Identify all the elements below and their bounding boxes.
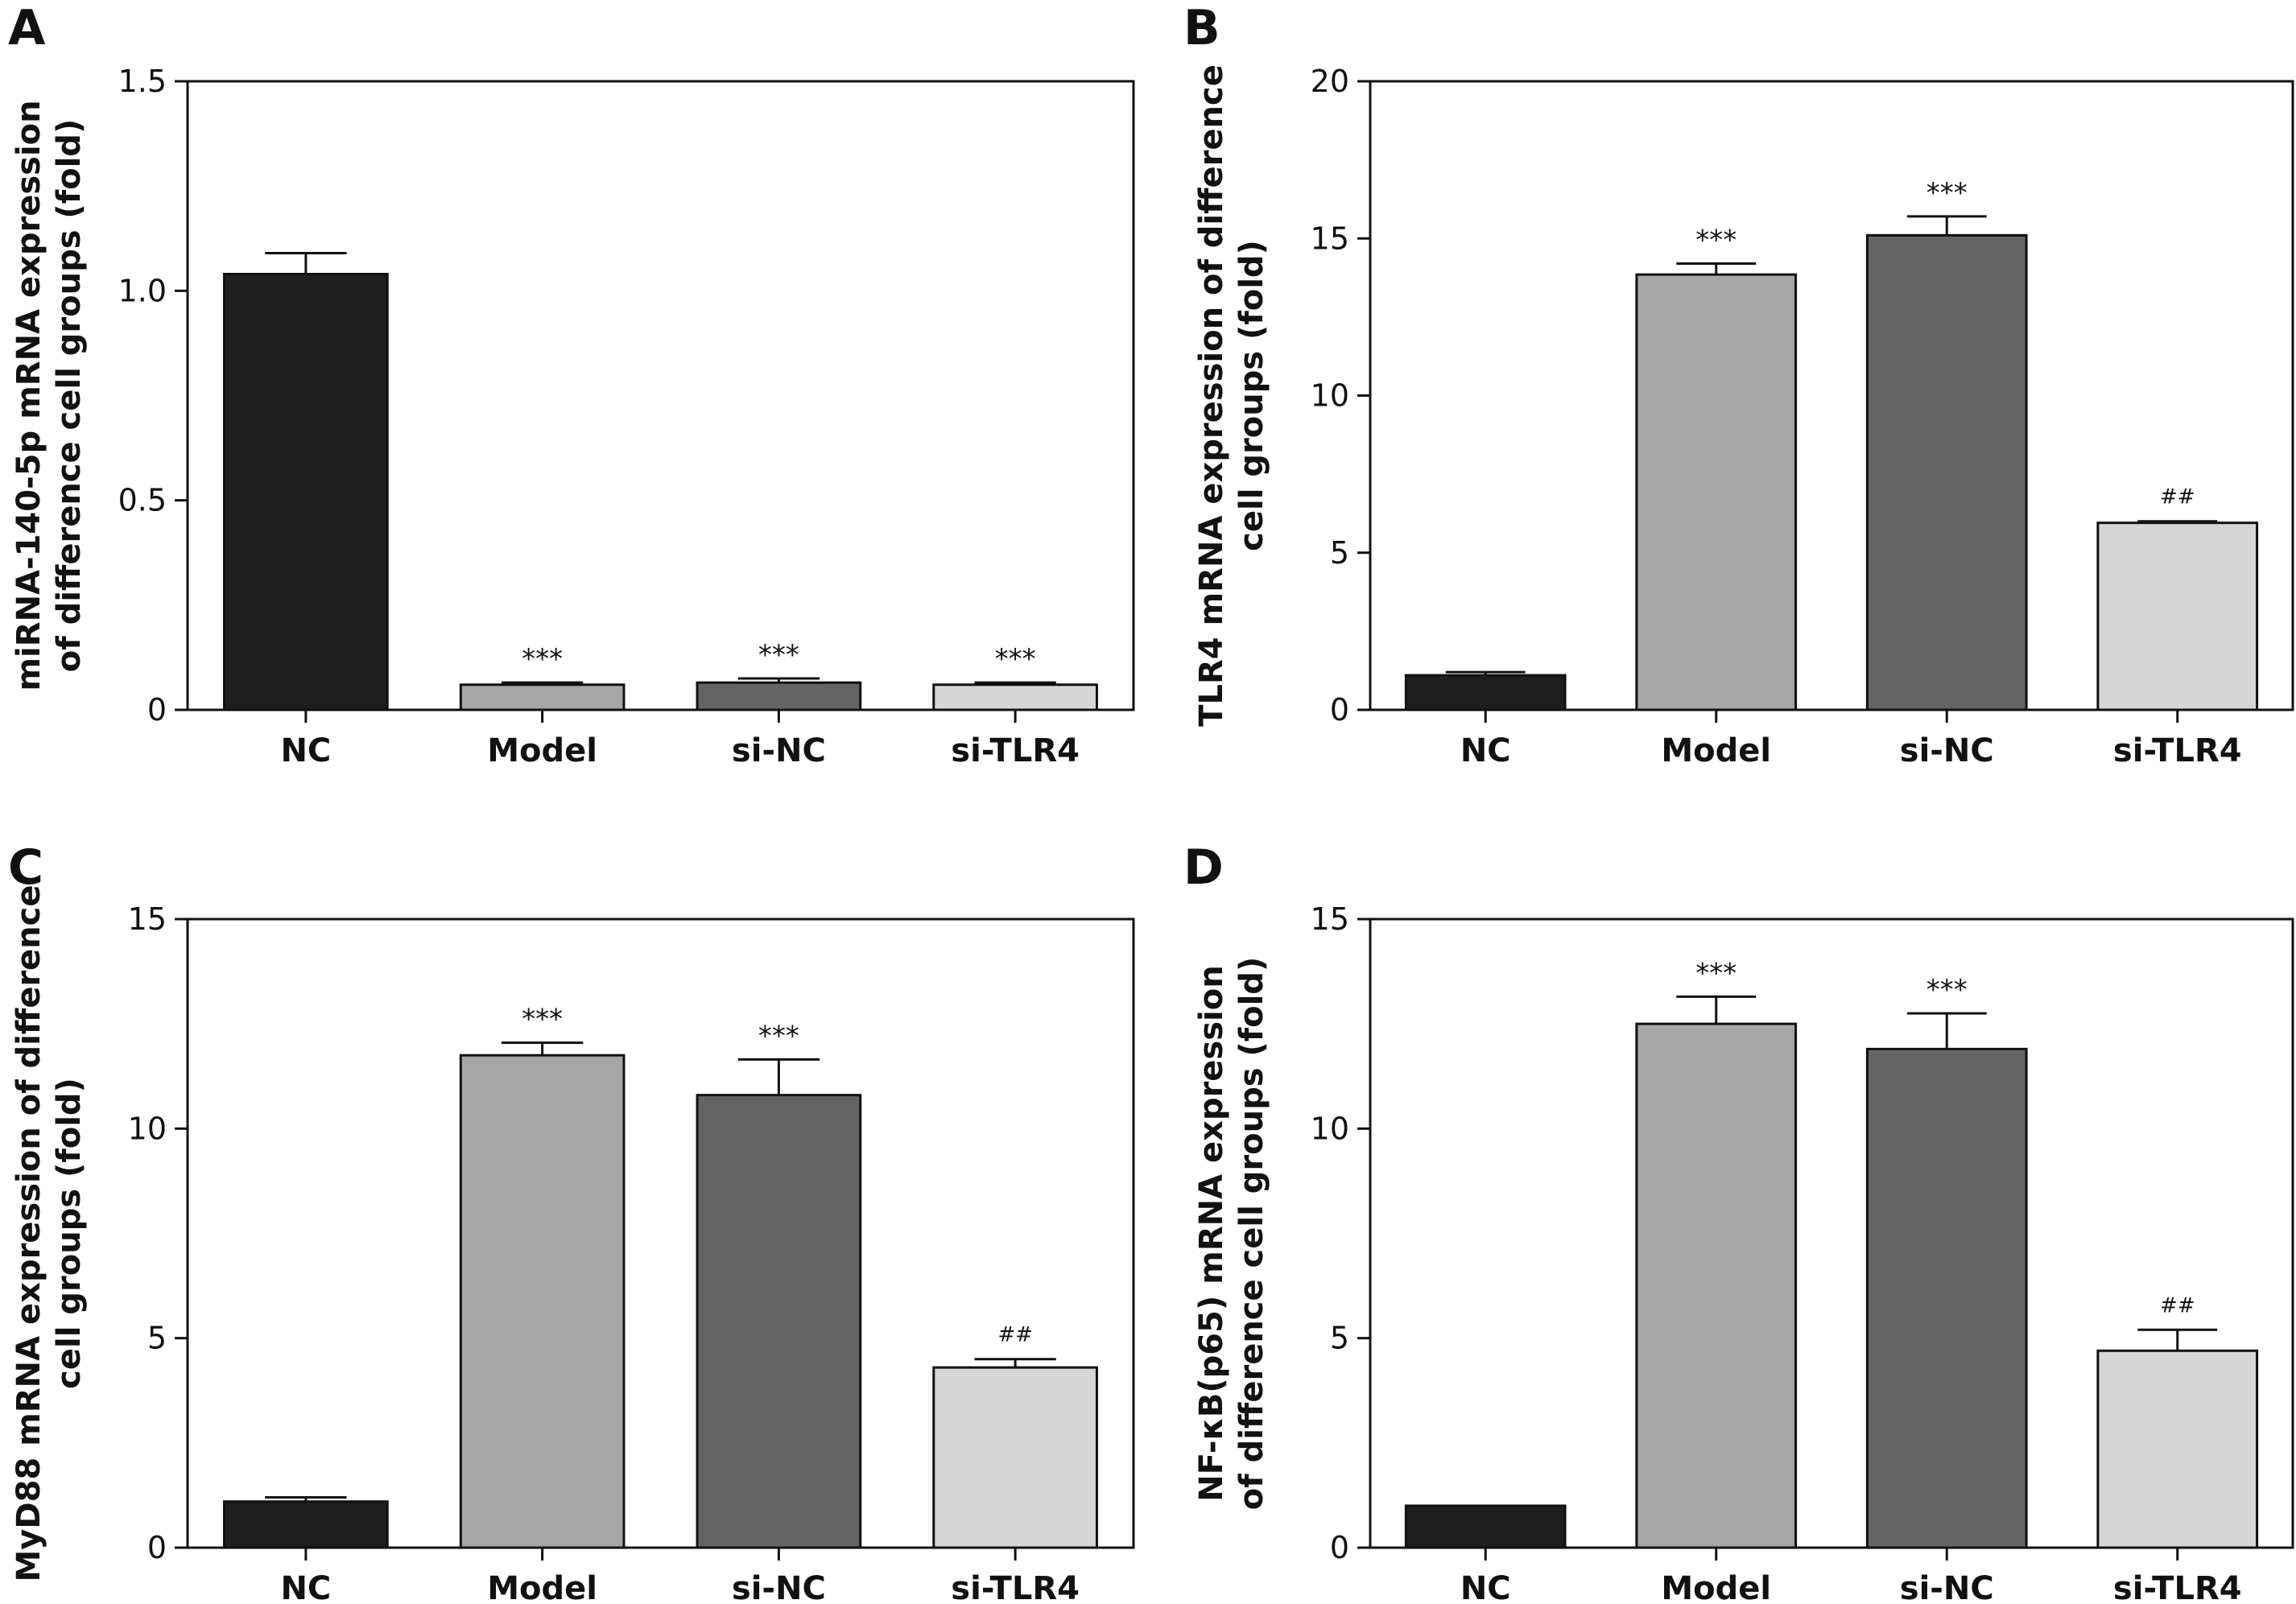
chart-panel-d: D NC *** Model *** si-NC ## si-TLR4 0 5 10 15 NF-κB(…: [1183, 839, 2294, 1604]
bar-model: [459, 1054, 626, 1549]
y-axis-title-line: cell groups (fold): [51, 1078, 88, 1389]
bar-nc: [1404, 674, 1567, 711]
bar-si-tlr4: [2096, 1349, 2259, 1549]
bar-model: [1635, 1022, 1798, 1549]
significance-label: ***: [1926, 974, 1968, 1006]
y-axis-title-line: NF-κB(p65) mRNA expression: [1193, 965, 1230, 1501]
y-tick-label: 5: [1330, 535, 1349, 571]
y-axis-title-line: cell groups (fold): [1233, 240, 1270, 551]
significance-label: ***: [758, 639, 799, 671]
significance-label: ##: [997, 1323, 1033, 1347]
chart-panel-b: B NC *** Model *** si-NC ## si-TLR4 0 5 10 15 20 TLR4…: [1183, 0, 2294, 769]
y-axis-title: miRNA-140-5p mRNA expression of differenc…: [10, 100, 88, 691]
y-tick-label: 5: [147, 1321, 167, 1356]
chart-panel-a: A NC *** Model *** si-NC *** si-TLR4 0 0.5 1.0 1.5 m…: [8, 0, 1135, 769]
significance-label: ***: [758, 1020, 799, 1052]
x-tick-label: NC: [280, 732, 331, 769]
bar-si-nc: [1865, 1047, 2028, 1549]
panel-letter: C: [8, 839, 43, 896]
significance-label: ***: [1695, 224, 1736, 256]
y-axis-title-line: TLR4 mRNA expression of difference: [1193, 64, 1230, 727]
y-tick-label: 0: [1330, 692, 1349, 728]
bar-nc: [223, 1500, 389, 1549]
y-axis-title-line: of difference cell groups (fold): [1233, 957, 1270, 1510]
x-tick-label: Model: [487, 732, 597, 769]
x-tick-label: Model: [487, 1570, 597, 1604]
significance-label: ***: [522, 1004, 563, 1036]
y-tick-label: 15: [128, 901, 167, 937]
y-tick-label: 15: [1311, 901, 1349, 937]
x-tick-label: si-TLR4: [951, 1570, 1080, 1604]
bar-si-tlr4: [932, 1366, 1098, 1549]
x-tick-label: NC: [1460, 1570, 1511, 1604]
x-tick-label: NC: [1460, 732, 1511, 769]
y-axis-title-line: MyD88 mRNA expression of difference: [10, 885, 47, 1582]
x-tick-label: NC: [280, 1570, 331, 1604]
x-tick-label: si-NC: [732, 1570, 826, 1604]
bar-model: [459, 683, 626, 711]
significance-label: ***: [1926, 177, 1968, 209]
y-axis-title-line: of difference cell groups (fold): [51, 119, 88, 672]
y-tick-label: 10: [1311, 1111, 1349, 1146]
x-tick-label: si-TLR4: [2113, 732, 2242, 769]
y-axis-title-line: miRNA-140-5p mRNA expression: [10, 100, 47, 691]
bar-nc: [223, 273, 389, 711]
x-tick-label: si-NC: [1900, 1570, 1994, 1604]
panel-letter: B: [1183, 0, 1220, 56]
significance-label: ***: [522, 643, 563, 675]
y-tick-label: 10: [1311, 378, 1349, 414]
plot-frame: [186, 917, 1135, 1549]
y-tick-label: 0.5: [118, 483, 167, 518]
panel-letter: D: [1183, 839, 1224, 896]
panel-letter: A: [8, 0, 46, 56]
plot-frame: [186, 80, 1135, 711]
y-axis-title: TLR4 mRNA expression of difference cell g…: [1193, 64, 1270, 727]
y-tick-label: 0: [147, 692, 167, 728]
bar-si-nc: [1865, 233, 2028, 711]
y-axis-title: MyD88 mRNA expression of difference cell …: [10, 885, 88, 1582]
y-tick-label: 0: [1330, 1530, 1349, 1565]
y-tick-label: 15: [1311, 221, 1349, 256]
bar-model: [1635, 273, 1798, 711]
y-tick-label: 20: [1311, 64, 1349, 99]
x-tick-label: si-NC: [1900, 732, 1994, 769]
bar-si-tlr4: [932, 683, 1098, 711]
significance-label: ##: [2160, 485, 2195, 509]
x-tick-label: Model: [1661, 1570, 1771, 1604]
chart-panel-c: C NC *** Model *** si-NC ## si-TLR4 0 5 10 15 MyD88 …: [8, 839, 1135, 1604]
x-tick-label: si-TLR4: [2113, 1570, 2242, 1604]
y-tick-label: 10: [128, 1111, 167, 1146]
y-axis-title: NF-κB(p65) mRNA expression of difference …: [1193, 957, 1270, 1510]
bar-si-nc: [696, 681, 862, 711]
significance-label: ***: [995, 643, 1036, 675]
y-tick-label: 1.0: [118, 273, 167, 308]
bar-si-tlr4: [2096, 522, 2259, 711]
significance-label: ***: [1695, 957, 1736, 989]
significance-label: ##: [2160, 1293, 2195, 1317]
y-tick-label: 1.5: [118, 64, 167, 99]
x-tick-label: si-TLR4: [951, 732, 1080, 769]
x-tick-label: si-NC: [732, 732, 826, 769]
bar-nc: [1404, 1504, 1567, 1549]
bar-si-nc: [696, 1094, 862, 1549]
x-tick-label: Model: [1661, 732, 1771, 769]
y-tick-label: 5: [1330, 1321, 1349, 1356]
y-tick-label: 0: [147, 1530, 167, 1565]
plot-frame: [1369, 917, 2294, 1549]
